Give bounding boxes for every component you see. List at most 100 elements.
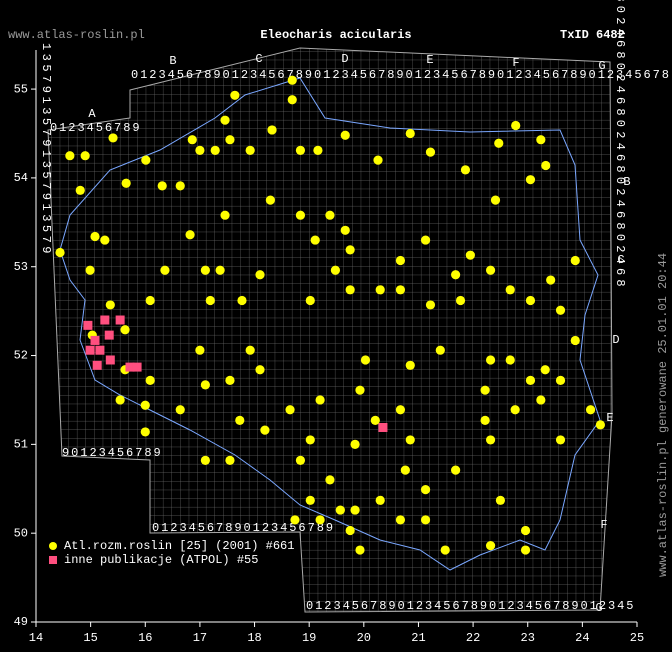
x-tick-label: 22: [466, 631, 480, 645]
x-tick-label: 20: [357, 631, 371, 645]
record-dot: [157, 181, 167, 191]
record-dot: [335, 505, 345, 515]
record-dot: [175, 405, 185, 415]
record-dot: [315, 515, 325, 525]
record-dot: [195, 145, 205, 155]
record-dot: [525, 375, 536, 386]
record-dot: [255, 270, 265, 280]
record-dot: [405, 360, 415, 370]
record-dot: [520, 545, 531, 555]
record-dot: [455, 295, 466, 306]
record-dot: [570, 335, 580, 346]
record-dot: [330, 265, 341, 275]
record-dot: [435, 345, 445, 355]
record-dot: [511, 120, 521, 131]
record-dot: [115, 395, 125, 405]
record-dot: [200, 265, 210, 275]
record-dot: [245, 345, 255, 355]
record-dot: [260, 425, 270, 435]
record-dot: [108, 133, 118, 143]
record-dot: [225, 375, 235, 386]
record-dot: [295, 210, 306, 220]
grid-digits: 0123456789012345678901234567890123456789…: [131, 68, 671, 82]
record-dot: [555, 305, 566, 315]
record-dot: [425, 300, 436, 310]
record-dot: [287, 75, 297, 85]
grid-digits: 012345678901234567890123456789012345: [306, 599, 635, 613]
record-dot: [235, 415, 245, 425]
record-dot: [315, 395, 325, 405]
record-dot: [595, 420, 605, 430]
record-square: [378, 422, 388, 432]
taxid: TxID 6482: [560, 28, 625, 42]
record-dot: [536, 395, 546, 405]
record-dot: [375, 285, 385, 295]
record-dot: [75, 185, 85, 195]
record-dot: [220, 210, 230, 220]
record-dot: [460, 165, 471, 175]
record-dot: [345, 245, 355, 255]
record-dot: [451, 270, 461, 280]
legend-marker: [49, 542, 57, 550]
record-dot: [225, 455, 235, 465]
record-dot: [305, 495, 315, 505]
record-dot: [360, 355, 371, 365]
record-dot: [295, 145, 306, 155]
record-dot: [485, 355, 496, 365]
y-tick-label: 49: [14, 615, 28, 629]
x-tick-label: 23: [521, 631, 535, 645]
record-dot: [465, 250, 475, 260]
grid-digits: 13579135791357913579: [39, 43, 53, 257]
record-dot: [267, 125, 277, 135]
record-dot: [225, 135, 235, 145]
record-square: [90, 335, 100, 345]
grid-letter: D: [341, 52, 348, 66]
grid-digits: 0123456789: [50, 121, 142, 135]
grid-letter: G: [598, 59, 605, 73]
record-dot: [195, 345, 205, 355]
record-dot: [305, 295, 315, 306]
record-dot: [490, 195, 501, 205]
record-dot: [65, 151, 75, 161]
legend-label: inne publikacje (ATPOL) #55: [64, 553, 258, 567]
grid-letter: A: [88, 107, 96, 121]
record-dot: [345, 525, 355, 536]
title: Eleocharis acicularis: [260, 28, 411, 42]
record-dot: [325, 210, 335, 220]
record-square: [105, 355, 115, 365]
record-dot: [200, 380, 210, 390]
grid-letter: F: [600, 518, 607, 532]
record-dot: [245, 145, 255, 155]
record-dot: [555, 435, 566, 445]
record-square: [104, 330, 114, 340]
record-dot: [265, 195, 275, 205]
record-dot: [290, 515, 300, 525]
record-square: [132, 362, 142, 372]
record-dot: [310, 235, 320, 245]
record-dot: [375, 495, 385, 505]
record-dot: [540, 365, 550, 375]
record-dot: [541, 160, 551, 171]
record-dot: [285, 405, 295, 415]
record-dot: [525, 175, 536, 185]
record-dot: [525, 295, 536, 306]
grid-letter: C: [617, 253, 624, 267]
record-dot: [350, 439, 360, 449]
record-dot: [160, 265, 170, 275]
record-dot: [55, 247, 65, 258]
grid-letter: E: [426, 53, 433, 67]
record-dot: [200, 455, 210, 465]
record-dot: [237, 295, 247, 306]
record-dot: [175, 181, 185, 191]
grid-digits: 90123456789: [62, 446, 163, 460]
record-dot: [494, 138, 504, 148]
record-dot: [121, 178, 131, 188]
record-dot: [100, 235, 110, 245]
record-dot: [546, 275, 556, 285]
y-tick-label: 55: [14, 82, 28, 96]
record-dot: [485, 435, 496, 445]
record-dot: [140, 427, 150, 437]
record-dot: [140, 400, 150, 410]
x-tick-label: 18: [247, 631, 261, 645]
record-dot: [340, 130, 350, 140]
